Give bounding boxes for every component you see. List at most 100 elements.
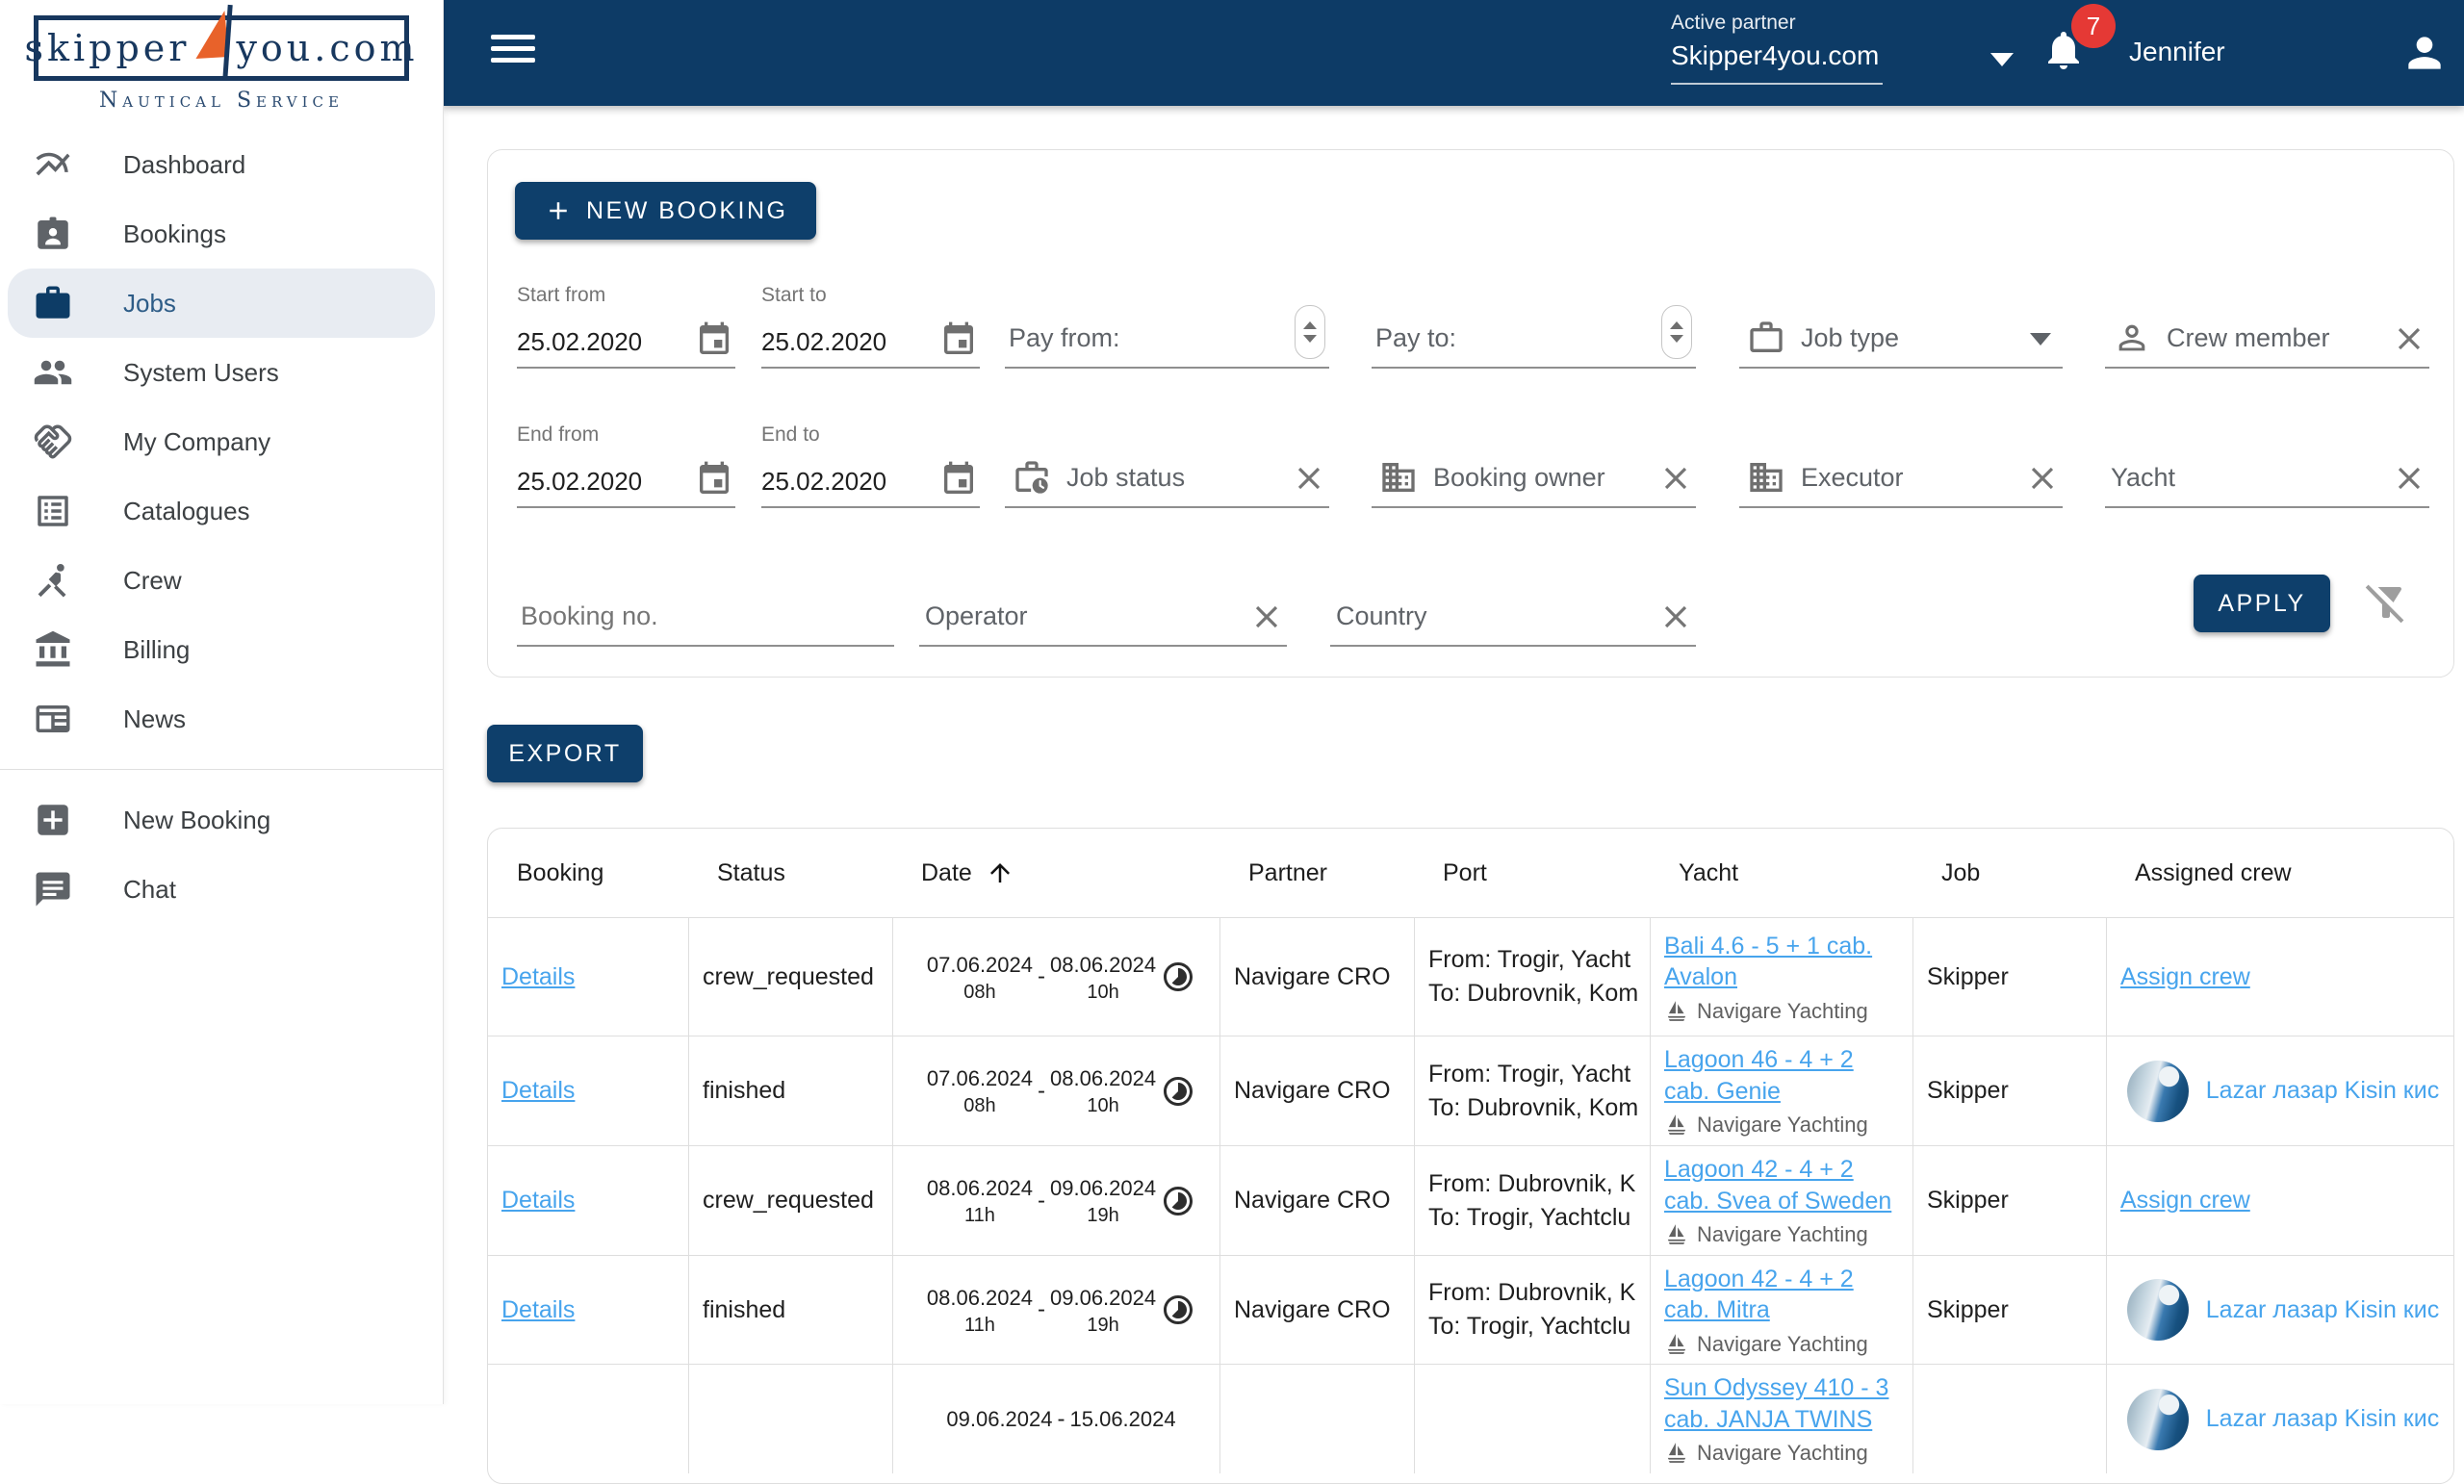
yacht-cell: Lagoon 46 - 4 + 2 cab. Genie Navigare Ya… bbox=[1650, 1036, 1912, 1145]
apply-button[interactable]: APPLY bbox=[2194, 575, 2330, 632]
column-header-date[interactable]: Date bbox=[892, 858, 1219, 887]
status-cell: finished bbox=[688, 1256, 892, 1364]
filter-country[interactable]: Country bbox=[1330, 562, 1696, 647]
clear-icon[interactable] bbox=[1248, 599, 1285, 635]
chevron-down-icon[interactable] bbox=[1990, 53, 2014, 66]
active-partner-label: Active partner bbox=[1671, 12, 1796, 34]
new-booking-button[interactable]: NEW BOOKING bbox=[515, 182, 817, 240]
brand-tagline: Nautical Service bbox=[99, 89, 344, 113]
assign-crew-link[interactable]: Assign crew bbox=[2120, 1187, 2250, 1214]
sidebar-item-new-booking[interactable]: New Booking bbox=[0, 785, 443, 855]
filter-job-type[interactable]: Job type bbox=[1739, 284, 2063, 369]
filter-yacht[interactable]: Yacht bbox=[2105, 423, 2429, 508]
crew-name-link[interactable]: Lazar лазар Kisin кис bbox=[2205, 1405, 2440, 1432]
sidebar: skipper you.com Nautical Service Dashboa… bbox=[0, 0, 444, 1404]
yacht-link[interactable]: Bali 4.6 - 5 + 1 cab. Avalon bbox=[1664, 932, 1873, 991]
active-partner-value: Skipper4you.com bbox=[1671, 40, 1880, 70]
table-row: Details crew_requested 07.06.2024 08h - 0… bbox=[488, 917, 2453, 1036]
crew-name-link[interactable]: Lazar лазар Kisin кис bbox=[2205, 1077, 2440, 1104]
table-header: Booking Status Date Partner Port Yacht J… bbox=[488, 829, 2453, 917]
date-cell: 07.06.2024 08h - 08.06.2024 10h bbox=[892, 918, 1219, 1036]
details-link[interactable]: Details bbox=[501, 1187, 576, 1214]
brand-logo[interactable]: skipper you.com Nautical Service bbox=[0, 0, 443, 113]
clear-icon[interactable] bbox=[2024, 460, 2061, 497]
details-link[interactable]: Details bbox=[501, 962, 576, 990]
sidebar-item-crew[interactable]: Crew bbox=[0, 546, 443, 615]
sidebar-item-dashboard[interactable]: Dashboard bbox=[0, 130, 443, 199]
column-header-yacht[interactable]: Yacht bbox=[1679, 858, 1739, 886]
yacht-link[interactable]: Lagoon 46 - 4 + 2 cab. Genie bbox=[1664, 1046, 1854, 1105]
sidebar-item-system-users[interactable]: System Users bbox=[0, 338, 443, 407]
start-to-value: 25.02.2020 bbox=[761, 327, 887, 356]
number-spinner[interactable] bbox=[1295, 305, 1325, 359]
yacht-link[interactable]: Lagoon 42 - 4 + 2 cab. Mitra bbox=[1664, 1265, 1854, 1324]
sidebar-item-jobs[interactable]: Jobs bbox=[8, 269, 435, 338]
yacht-link[interactable]: Lagoon 42 - 4 + 2 cab. Svea of Sweden bbox=[1664, 1156, 1892, 1215]
filter-start-to[interactable]: Start to 25.02.2020 bbox=[761, 284, 980, 369]
filter-booking-no[interactable]: Booking no. bbox=[517, 562, 894, 647]
port-cell: From: Dubrovnik, K To: Trogir, Yachtclu bbox=[1414, 1256, 1650, 1364]
user-name[interactable]: Jennifer bbox=[2129, 37, 2225, 66]
filter-job-status[interactable]: Job status bbox=[1005, 423, 1329, 508]
clear-icon[interactable] bbox=[1657, 460, 1694, 497]
clear-icon[interactable] bbox=[2391, 460, 2427, 497]
sidebar-item-bookings[interactable]: Bookings bbox=[0, 199, 443, 269]
clear-icon[interactable] bbox=[1291, 460, 1327, 497]
filter-pay-to[interactable]: Pay to: bbox=[1372, 284, 1696, 369]
date-cell: 08.06.2024 11h - 09.06.2024 19h bbox=[892, 1256, 1219, 1364]
job-cell bbox=[1912, 1365, 2106, 1473]
building-icon bbox=[1379, 458, 1418, 497]
column-header-partner[interactable]: Partner bbox=[1248, 858, 1327, 886]
account-icon[interactable] bbox=[2400, 29, 2449, 77]
filter-end-to[interactable]: End to 25.02.2020 bbox=[761, 423, 980, 508]
filter-off-icon[interactable] bbox=[2363, 579, 2409, 626]
duration-clock-icon bbox=[1161, 959, 1195, 994]
filter-booking-owner[interactable]: Booking owner bbox=[1372, 423, 1696, 508]
column-header-job[interactable]: Job bbox=[1941, 858, 1981, 886]
sidebar-divider bbox=[0, 769, 443, 770]
column-header-port[interactable]: Port bbox=[1443, 858, 1487, 886]
export-button[interactable]: EXPORT bbox=[487, 725, 643, 782]
brand-logo-box: skipper you.com bbox=[24, 4, 415, 81]
details-link[interactable]: Details bbox=[501, 1295, 576, 1323]
calendar-icon[interactable] bbox=[939, 460, 978, 499]
number-spinner[interactable] bbox=[1661, 305, 1692, 359]
filter-end-from[interactable]: End from 25.02.2020 bbox=[517, 423, 735, 508]
column-header-status[interactable]: Status bbox=[717, 858, 785, 886]
notification-badge: 7 bbox=[2071, 4, 2116, 48]
sail-logo-icon bbox=[195, 4, 234, 81]
calendar-icon[interactable] bbox=[695, 460, 733, 499]
filter-start-from[interactable]: Start from 25.02.2020 bbox=[517, 284, 735, 369]
clear-icon[interactable] bbox=[1657, 599, 1694, 635]
sailboat-icon bbox=[1664, 1441, 1689, 1466]
crew-avatar bbox=[2126, 1388, 2189, 1450]
assign-crew-link[interactable]: Assign crew bbox=[2120, 962, 2250, 990]
chevron-down-icon[interactable] bbox=[2030, 333, 2051, 345]
sidebar-item-billing[interactable]: Billing bbox=[0, 615, 443, 684]
menu-icon[interactable] bbox=[491, 35, 535, 71]
main-content: NEW BOOKING Start from 25.02.2020 Start … bbox=[443, 106, 2464, 1484]
active-partner-select[interactable]: Active partner Skipper4you.com bbox=[1671, 12, 1883, 85]
details-link[interactable]: Details bbox=[501, 1077, 576, 1104]
sidebar-item-my-company[interactable]: My Company bbox=[0, 407, 443, 476]
filter-operator[interactable]: Operator bbox=[919, 562, 1287, 647]
sidebar-item-chat[interactable]: Chat bbox=[0, 855, 443, 924]
clear-icon[interactable] bbox=[2391, 320, 2427, 357]
brand-word-right: you.com bbox=[236, 27, 419, 69]
port-cell: From: Dubrovnik, K To: Trogir, Yachtclu bbox=[1414, 1146, 1650, 1255]
calendar-icon[interactable] bbox=[939, 320, 978, 359]
calendar-icon[interactable] bbox=[695, 320, 733, 359]
filter-pay-from[interactable]: Pay from: bbox=[1005, 284, 1329, 369]
column-header-booking[interactable]: Booking bbox=[517, 858, 604, 886]
crew-name-link[interactable]: Lazar лазар Kisin кис bbox=[2205, 1295, 2440, 1323]
column-header-assigned-crew[interactable]: Assigned crew bbox=[2135, 858, 2292, 886]
sidebar-item-news[interactable]: News bbox=[0, 684, 443, 754]
table-row: Details finished 08.06.2024 11h - 09.06.2… bbox=[488, 1255, 2453, 1364]
sidebar-item-catalogues[interactable]: Catalogues bbox=[0, 476, 443, 546]
duration-clock-icon bbox=[1161, 1074, 1195, 1109]
filter-executor[interactable]: Executor bbox=[1739, 423, 2063, 508]
plus-square-icon bbox=[33, 800, 73, 840]
list-icon bbox=[33, 491, 73, 531]
filter-crew-member[interactable]: Crew member bbox=[2105, 284, 2429, 369]
